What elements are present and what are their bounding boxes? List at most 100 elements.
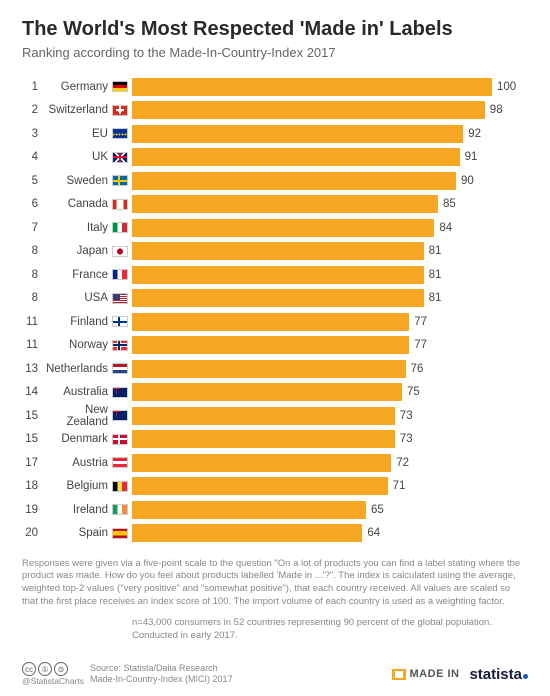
value-label: 84 [439, 222, 452, 234]
value-label: 64 [367, 527, 380, 539]
chart-row: 17Austria72 [22, 452, 528, 473]
bar-area: 81 [132, 266, 528, 284]
bar [132, 383, 402, 401]
country-name: Ireland [73, 504, 108, 516]
country-label: Germany [42, 81, 132, 93]
bar [132, 407, 395, 425]
statista-label: statista [469, 666, 522, 683]
flag-icon [112, 528, 128, 539]
flag-icon [112, 363, 128, 374]
statista-dot-icon [523, 674, 528, 679]
rank-label: 19 [22, 504, 42, 516]
country-label: Japan [42, 245, 132, 257]
chart-container: The World's Most Respected 'Made in' Lab… [0, 0, 550, 696]
statista-logo: statista [469, 666, 528, 683]
rank-label: 6 [22, 198, 42, 210]
country-label: Switzerland [42, 104, 132, 116]
bar [132, 430, 395, 448]
flag-icon [112, 175, 128, 186]
rank-label: 2 [22, 104, 42, 116]
chart-row: 5Sweden90 [22, 170, 528, 191]
value-label: 72 [396, 457, 409, 469]
footer-right: MADE IN statista [392, 666, 528, 683]
rank-label: 15 [22, 410, 42, 422]
value-label: 91 [465, 151, 478, 163]
value-label: 75 [407, 386, 420, 398]
flag-icon [112, 434, 128, 445]
bar [132, 148, 460, 166]
bar [132, 125, 463, 143]
value-label: 73 [400, 433, 413, 445]
bar-area: 75 [132, 383, 528, 401]
madein-icon [392, 669, 406, 680]
value-label: 100 [497, 81, 516, 93]
chart-row: 6Canada85 [22, 194, 528, 215]
country-label: UK [42, 151, 132, 163]
country-name: Japan [77, 245, 108, 257]
country-label: Canada [42, 198, 132, 210]
bar-area: 92 [132, 125, 528, 143]
chart-title: The World's Most Respected 'Made in' Lab… [22, 18, 528, 41]
madein-logo: MADE IN [392, 668, 460, 680]
footer-left: cc ① ⊜ @StatistaCharts Source: Statista/… [22, 662, 233, 686]
country-name: New Zealand [42, 404, 108, 428]
rank-label: 4 [22, 151, 42, 163]
rank-label: 15 [22, 433, 42, 445]
country-name: USA [84, 292, 108, 304]
bar-area: 73 [132, 407, 528, 425]
rank-label: 1 [22, 81, 42, 93]
chart-row: 3EU92 [22, 123, 528, 144]
country-name: Canada [68, 198, 108, 210]
country-label: Italy [42, 222, 132, 234]
chart-subtitle: Ranking according to the Made-In-Country… [22, 45, 528, 60]
flag-icon [112, 410, 128, 421]
flag-icon [112, 128, 128, 139]
country-name: Finland [70, 316, 108, 328]
country-name: Belgium [66, 480, 108, 492]
chart-row: 18Belgium71 [22, 476, 528, 497]
bar-area: 76 [132, 360, 528, 378]
flag-icon [112, 316, 128, 327]
bar-area: 98 [132, 101, 528, 119]
country-name: Norway [69, 339, 108, 351]
chart-row: 13Netherlands 76 [22, 358, 528, 379]
bar-area: 100 [132, 78, 528, 96]
flag-icon [112, 387, 128, 398]
country-label: Netherlands [42, 363, 132, 375]
bar [132, 360, 406, 378]
value-label: 73 [400, 410, 413, 422]
value-label: 81 [429, 269, 442, 281]
flag-icon [112, 152, 128, 163]
value-label: 98 [490, 104, 503, 116]
bar [132, 501, 366, 519]
value-label: 77 [414, 339, 427, 351]
country-name: Denmark [61, 433, 108, 445]
country-label: France [42, 269, 132, 281]
bar-area: 90 [132, 172, 528, 190]
bar [132, 172, 456, 190]
bar [132, 266, 424, 284]
country-name: Germany [61, 81, 108, 93]
country-label: Denmark [42, 433, 132, 445]
source-text: Source: Statista/Dalia Research Made-In-… [90, 663, 233, 686]
country-label: USA [42, 292, 132, 304]
country-label: EU [42, 128, 132, 140]
country-name: EU [92, 128, 108, 140]
country-name: Austria [72, 457, 108, 469]
cc-license-icon: cc ① ⊜ @StatistaCharts [22, 662, 84, 686]
bar [132, 454, 391, 472]
rank-label: 8 [22, 245, 42, 257]
chart-row: 8France81 [22, 264, 528, 285]
country-label: Belgium [42, 480, 132, 492]
rank-label: 13 [22, 363, 42, 375]
country-name: Italy [87, 222, 108, 234]
country-label: Australia [42, 386, 132, 398]
chart-row: 4UK 91 [22, 147, 528, 168]
bar-area: 84 [132, 219, 528, 237]
flag-icon [112, 457, 128, 468]
value-label: 76 [411, 363, 424, 375]
cc-icon: cc [22, 662, 36, 676]
rank-label: 20 [22, 527, 42, 539]
chart-row: 19Ireland65 [22, 499, 528, 520]
value-label: 92 [468, 128, 481, 140]
